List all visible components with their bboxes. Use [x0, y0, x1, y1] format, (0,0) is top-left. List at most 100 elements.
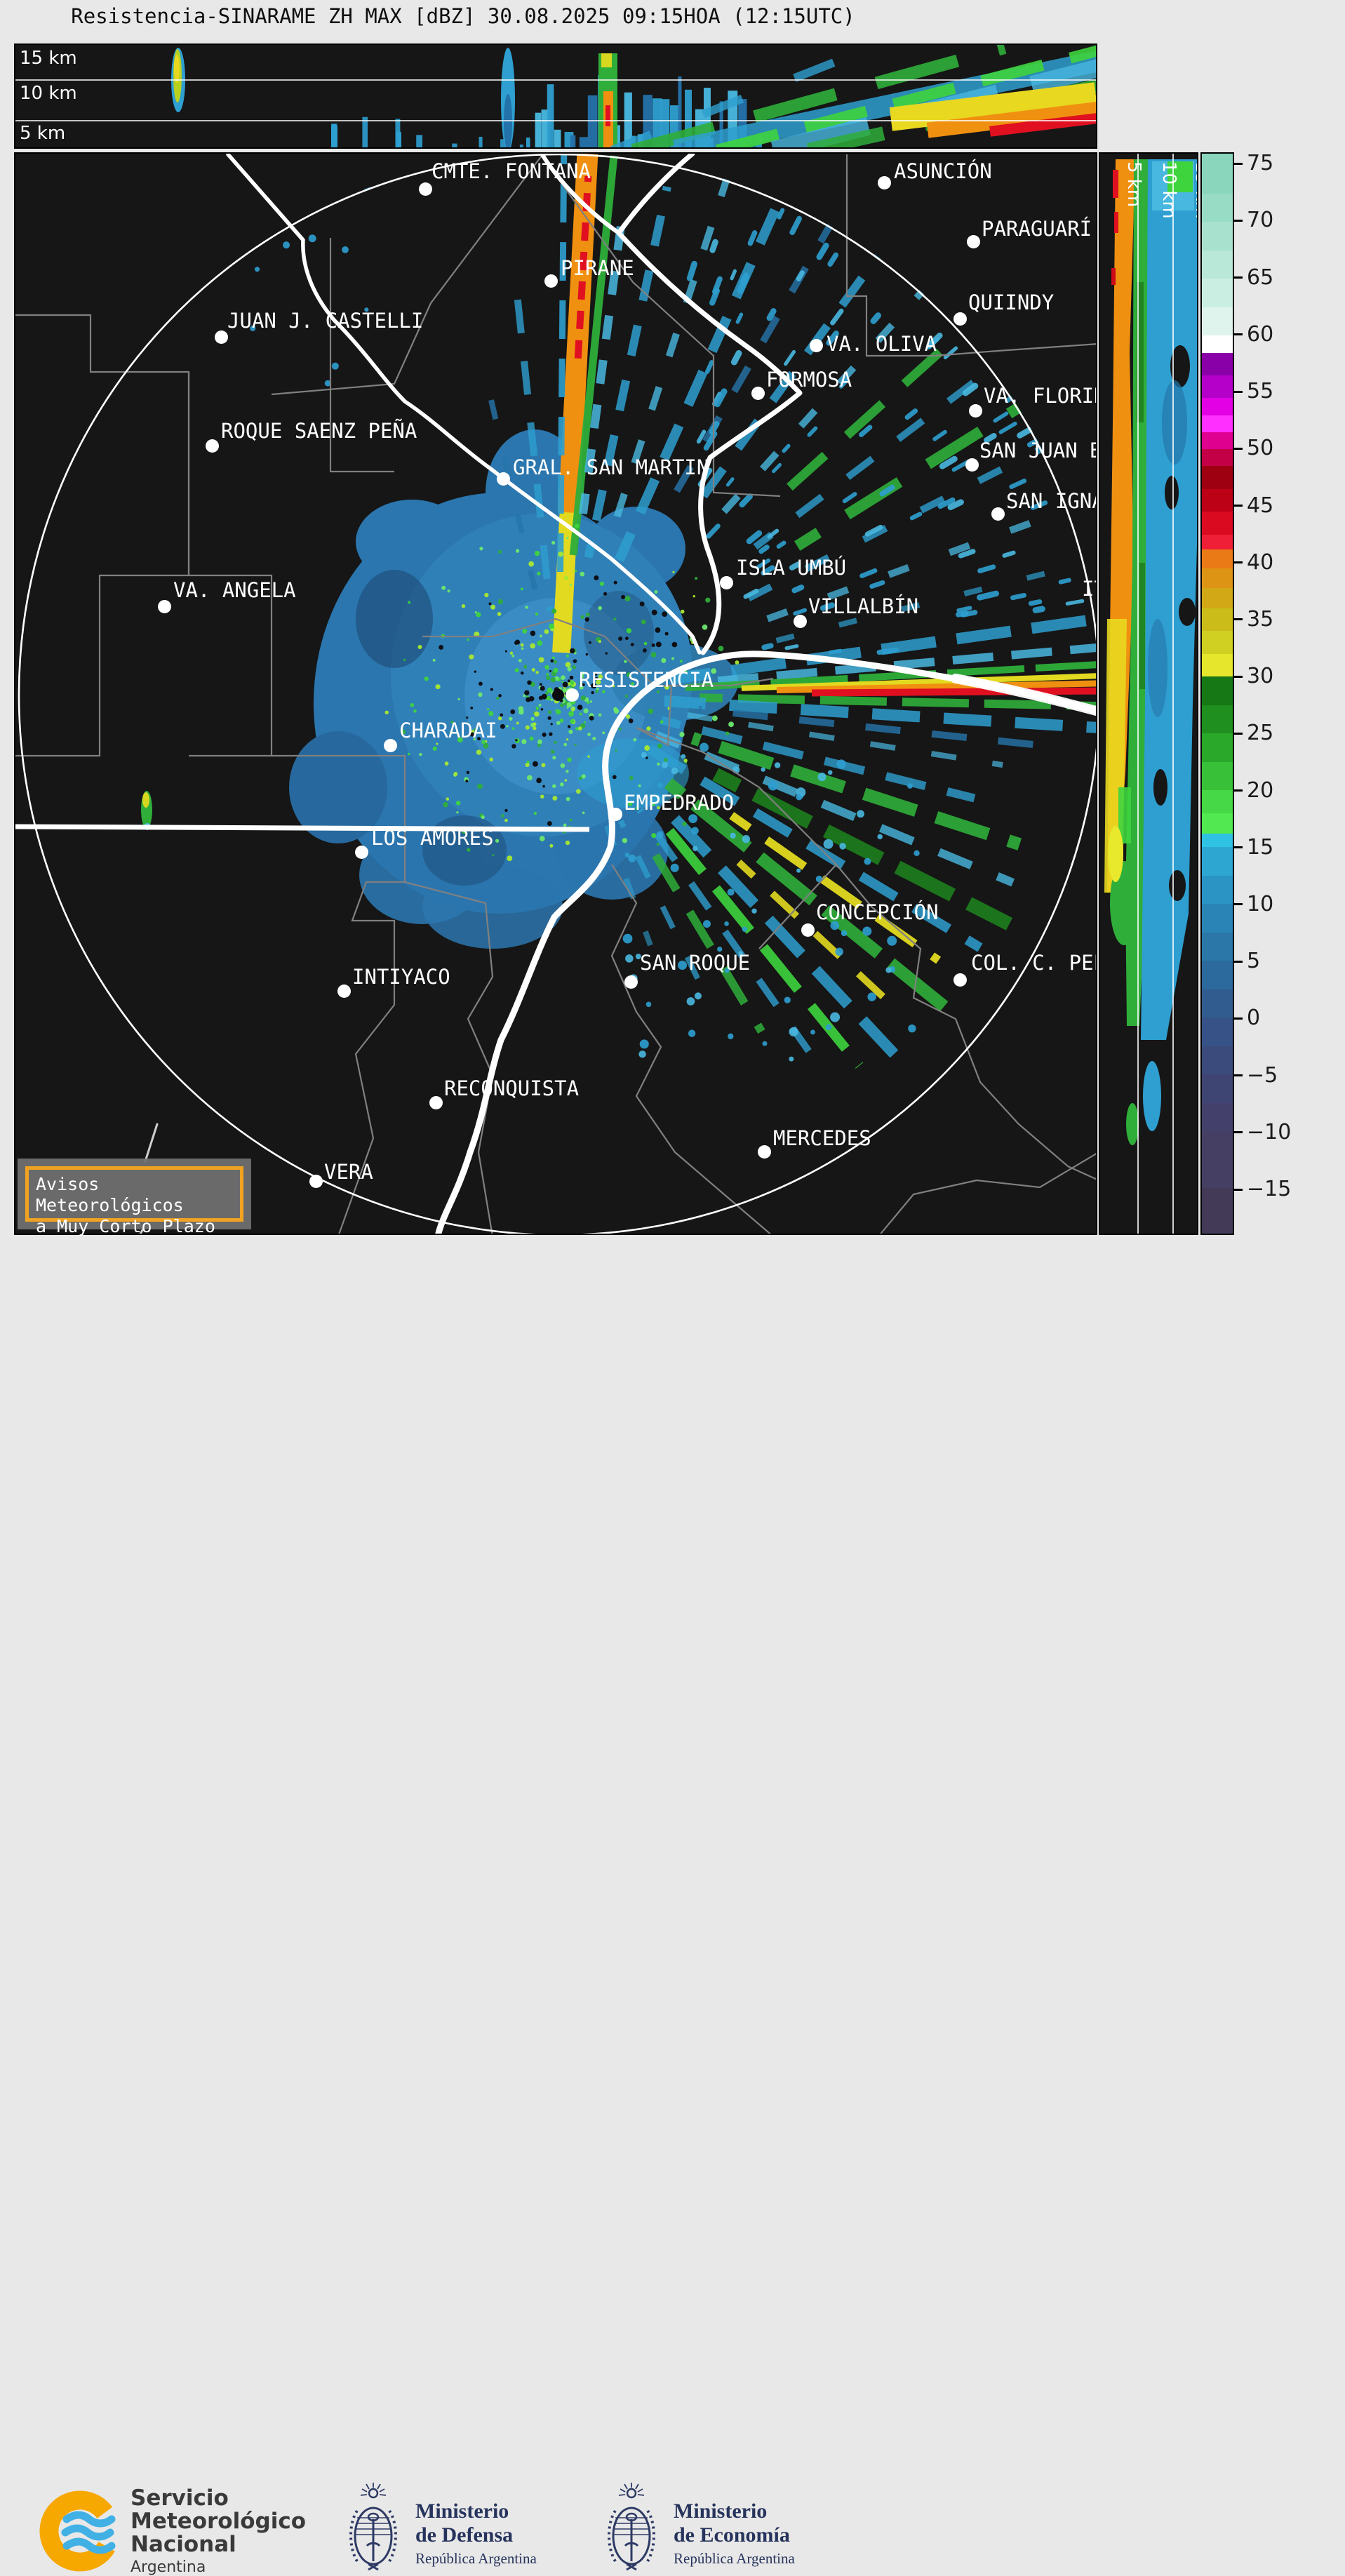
colorbar-band	[1202, 1131, 1233, 1189]
distance-label-10km: 10 km	[1158, 161, 1179, 219]
colorbar-band	[1202, 398, 1233, 415]
radar-map-panel: CMTE. FONTANA ASUNCIÓN PIRANE PARAGUARÍ JUAN…	[14, 152, 1097, 1235]
city-dot	[214, 330, 228, 344]
defensa-line-2: de Defensa	[415, 2523, 514, 2547]
colorbar-band	[1202, 705, 1233, 734]
department-boundaries	[15, 154, 1096, 1234]
colorbar-tick-label: 45	[1247, 493, 1274, 518]
colorbar-tick-label: 75	[1247, 151, 1274, 176]
defensa-wordmark: Ministerio de Defensa República Argentin…	[415, 2500, 537, 2568]
city-dot	[953, 312, 967, 326]
city-dot	[418, 182, 432, 196]
city-dot	[205, 439, 219, 453]
city-label: EMPEDRADO	[624, 791, 735, 815]
city-dot	[809, 338, 823, 352]
colorbar-band	[1202, 733, 1233, 762]
colorbar-band	[1202, 833, 1233, 848]
smn-wordmark: Servicio Meteorológico Nacional Argentin…	[131, 2487, 306, 2576]
colorbar-band	[1202, 432, 1233, 450]
right-cross-section-plot: 5 km 10 km 15 km	[1104, 154, 1197, 1234]
colorbar-band	[1202, 488, 1233, 512]
city-label: JUAN J. CASTELLI	[227, 309, 424, 333]
top-warm-echo	[889, 82, 1096, 138]
colorbar-tick-mark	[1234, 789, 1243, 792]
radar-map-plot	[15, 154, 1096, 1234]
colorbar-band	[1202, 761, 1233, 791]
smn-line-1: Servicio	[131, 2485, 229, 2511]
city-dot	[354, 845, 368, 859]
colorbar-tick-mark	[1234, 219, 1243, 222]
city-label: VA. FLORID	[984, 384, 1097, 408]
city-label: SAN ROQUE	[640, 951, 751, 975]
colorbar-band	[1202, 961, 1233, 989]
colorbar-band	[1202, 1074, 1233, 1103]
colorbar-tick-mark	[1234, 846, 1243, 849]
colorbar-band	[1202, 631, 1233, 654]
warning-box-border: Avisos Meteorológicos a Muy Corto Plazo	[25, 1166, 243, 1236]
city-dot	[953, 973, 967, 987]
right-echo-layer	[1104, 159, 1197, 1145]
city-dot	[965, 458, 979, 472]
city-dot	[793, 614, 807, 628]
colorbar-band	[1202, 608, 1233, 632]
colorbar-band	[1202, 335, 1233, 353]
city-dot	[337, 984, 351, 998]
colorbar-ticks: 75 70 65 60 55 50 45 40 35 30 25 20 15 10 5 0 −5 −10 −15	[1234, 151, 1344, 1235]
province-boundary-line	[15, 824, 590, 832]
city-label: CHARADAI	[399, 719, 497, 742]
city-label: ITA	[1082, 577, 1096, 601]
product-title: Resistencia-SINARAME ZH MAX [dBZ] 30.08.…	[71, 4, 855, 28]
colorbar-tick-label: 40	[1247, 549, 1274, 575]
city-dot	[757, 1144, 771, 1159]
colorbar-band	[1202, 813, 1233, 834]
colorbar-band	[1202, 587, 1233, 608]
colorbar-tick-mark	[1234, 1074, 1243, 1077]
top-echo-layer	[171, 45, 1096, 147]
colorbar-tick-mark	[1234, 960, 1243, 963]
colorbar-tick-label: 15	[1247, 834, 1274, 860]
colorbar-band	[1202, 193, 1233, 222]
rivers	[139, 154, 1096, 1234]
city-dot	[966, 234, 980, 248]
colorbar-band	[1202, 1102, 1233, 1132]
colorbar-band	[1202, 415, 1233, 432]
smn-logo	[39, 2490, 121, 2572]
city-label: ISLA UMBÚ	[736, 556, 847, 580]
colorbar-tick-mark	[1234, 162, 1243, 165]
colorbar-band	[1202, 1046, 1233, 1075]
colorbar-tick-mark	[1234, 618, 1243, 621]
colorbar-tick-mark	[1234, 390, 1243, 393]
top-cross-section-panel: 15 km 10 km 5 km	[14, 44, 1097, 149]
footer: Servicio Meteorológico Nacional Argentin…	[0, 1236, 1345, 2576]
city-label-layer: CMTE. FONTANA ASUNCIÓN PIRANE PARAGUARÍ JUAN…	[15, 154, 1097, 1234]
economia-line-1: Ministerio	[674, 2500, 768, 2523]
smn-country: Argentina	[131, 2558, 206, 2576]
city-label: RECONQUISTA	[444, 1076, 580, 1100]
city-label: ROQUE SAENZ PEÑA	[221, 419, 417, 443]
city-dot	[496, 472, 510, 486]
colorbar-tick-mark	[1234, 732, 1243, 735]
city-label: CONCEPCIÓN	[816, 900, 939, 924]
city-label: LOS AMORES	[371, 826, 494, 850]
colorbar-band	[1202, 1017, 1233, 1046]
colorbar-band	[1202, 512, 1233, 535]
colorbar-band	[1202, 154, 1233, 194]
city-label: VA. ANGELA	[173, 578, 296, 602]
city-dot	[608, 807, 622, 821]
colorbar-band	[1202, 534, 1233, 549]
colorbar-band	[1202, 466, 1233, 489]
city-label: CMTE. FONTANA	[431, 159, 591, 183]
colorbar-tick-mark	[1234, 447, 1243, 450]
city-label: MERCEDES	[773, 1126, 871, 1150]
colorbar-band	[1202, 847, 1233, 876]
city-label: VA. OLIVA	[827, 332, 937, 356]
colorbar-tick-mark	[1234, 675, 1243, 678]
economia-line-2: de Economía	[674, 2523, 790, 2547]
city-label: COL. C. PEL	[971, 951, 1097, 975]
radar-range-circle	[18, 154, 1096, 1234]
colorbar-tick-mark	[1234, 505, 1243, 507]
defensa-sub: República Argentina	[415, 2550, 537, 2567]
city-label: VERA	[324, 1160, 373, 1184]
colorbar-tick-label: 0	[1247, 1006, 1261, 1031]
smn-line-3: Nacional	[131, 2532, 236, 2557]
